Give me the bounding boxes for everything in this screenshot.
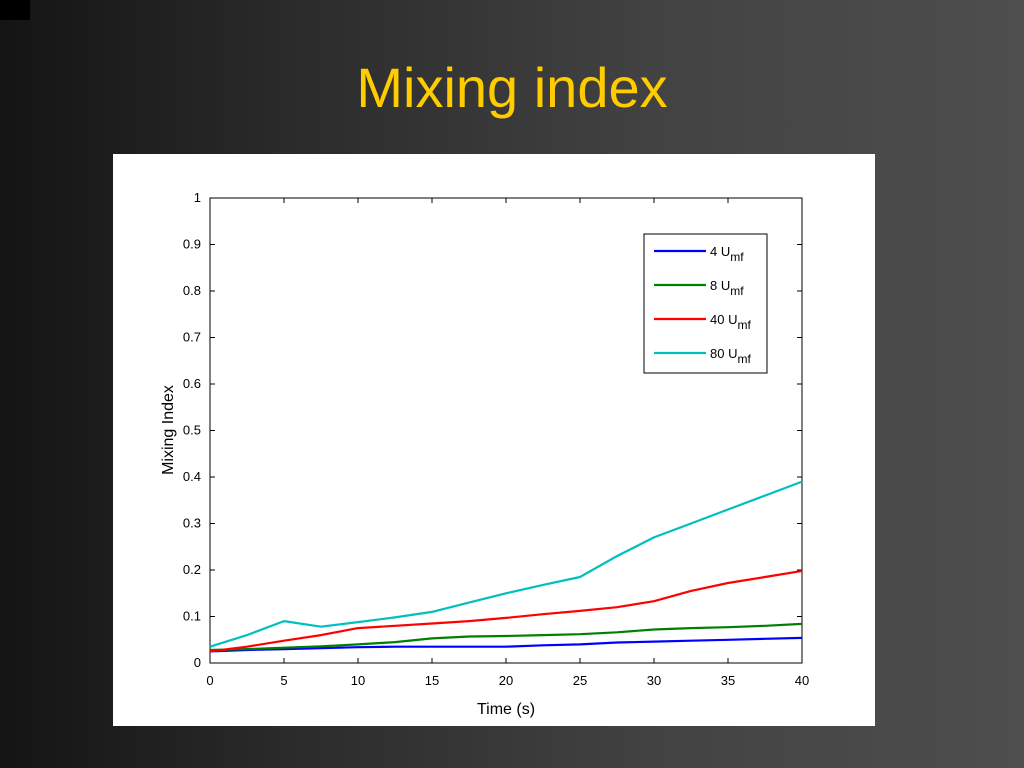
legend-label-1: 8 Umf xyxy=(710,278,744,298)
axis-ticks: 0 5 10 15 20 25 30 35 40 0 0.1 0.2 0.3 0.4 0.5 0.6 0.7 0.… xyxy=(183,190,809,688)
figure-panel: 0 5 10 15 20 25 30 35 40 0 0.1 0.2 0.3 0.4 0.5 0.6 0.7 0.… xyxy=(113,154,875,726)
series-line-3 xyxy=(209,480,803,648)
x-tick-label: 10 xyxy=(351,673,365,688)
x-tick-label: 5 xyxy=(280,673,287,688)
slide-title: Mixing index xyxy=(356,56,668,119)
legend-label-2: 40 Umf xyxy=(710,312,751,332)
legend-label-text: 8 U xyxy=(710,278,730,293)
legend-label-0: 4 Umf xyxy=(710,244,744,264)
x-axis-title: Time (s) xyxy=(477,701,535,718)
y-axis-title: Mixing Index xyxy=(160,385,177,475)
y-tick-label: 0.2 xyxy=(183,562,201,577)
x-tick-label: 35 xyxy=(721,673,735,688)
legend-label-text: 80 U xyxy=(710,346,737,361)
series-line-2 xyxy=(209,569,803,653)
x-tick-label: 0 xyxy=(206,673,213,688)
legend-label-text: 40 U xyxy=(710,312,737,327)
y-tick-label: 0.5 xyxy=(183,423,201,438)
legend-label-subscript: mf xyxy=(730,284,744,298)
line-chart: 0 5 10 15 20 25 30 35 40 0 0.1 0.2 0.3 0.4 0.5 0.6 0.7 0.… xyxy=(160,190,809,718)
y-tick-label: 0.7 xyxy=(183,330,201,345)
series-line-0 xyxy=(209,636,803,653)
corner-square-large xyxy=(0,0,30,20)
legend-label-subscript: mf xyxy=(730,250,744,264)
legend-label-text: 4 U xyxy=(710,244,730,259)
y-tick-label: 0.8 xyxy=(183,283,201,298)
y-tick-label: 0.4 xyxy=(183,469,201,484)
y-tick-label: 0 xyxy=(194,655,201,670)
legend-label-3: 80 Umf xyxy=(710,346,751,366)
legend-box xyxy=(643,233,768,374)
x-tick-label: 15 xyxy=(425,673,439,688)
legend-label-subscript: mf xyxy=(737,352,751,366)
series-lines xyxy=(209,480,803,653)
y-tick-label: 0.6 xyxy=(183,376,201,391)
x-tick-label: 25 xyxy=(573,673,587,688)
x-tick-label: 20 xyxy=(499,673,513,688)
y-tick-label: 0.1 xyxy=(183,609,201,624)
legend-label-subscript: mf xyxy=(737,318,751,332)
series-line-1 xyxy=(209,622,803,652)
y-tick-label: 0.9 xyxy=(183,237,201,252)
x-tick-label: 40 xyxy=(795,673,809,688)
y-tick-label: 0.3 xyxy=(183,516,201,531)
x-tick-label: 30 xyxy=(647,673,661,688)
y-tick-label: 1 xyxy=(194,190,201,205)
